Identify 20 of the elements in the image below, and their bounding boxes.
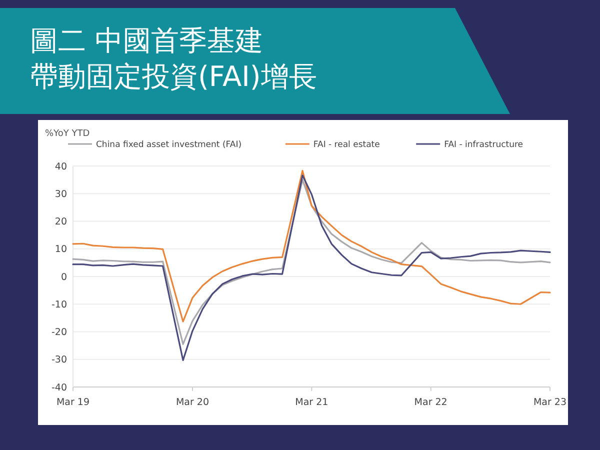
y-tick-label: 10 [54,244,67,256]
y-tick-label: -40 [51,382,67,394]
legend-label: FAI - real estate [313,140,380,150]
y-tick-label: 30 [54,188,67,200]
y-tick-label: -30 [51,354,67,366]
y-tick-label: -20 [51,327,67,338]
line-series [72,170,551,322]
x-tick-label: Mar 22 [414,397,448,408]
x-tick-label: Mar 23 [533,397,567,408]
legend-label: FAI - infrastructure [444,140,524,150]
y-tick-label: 40 [54,161,67,172]
x-tick-label: Mar 21 [295,397,328,408]
y-tick-label: -10 [51,299,67,310]
legend-label: China fixed asset investment (FAI) [96,140,242,150]
x-tick-label: Mar 19 [56,397,90,408]
x-tick-label: Mar 20 [176,397,210,408]
y-tick-label: 20 [54,216,67,228]
chart-title: 圖二 中國首季基建帶動固定投資(FAI)增長 [30,24,317,93]
y-axis-title: %YoY YTD [45,129,90,139]
y-tick-label: 0 [60,272,67,283]
